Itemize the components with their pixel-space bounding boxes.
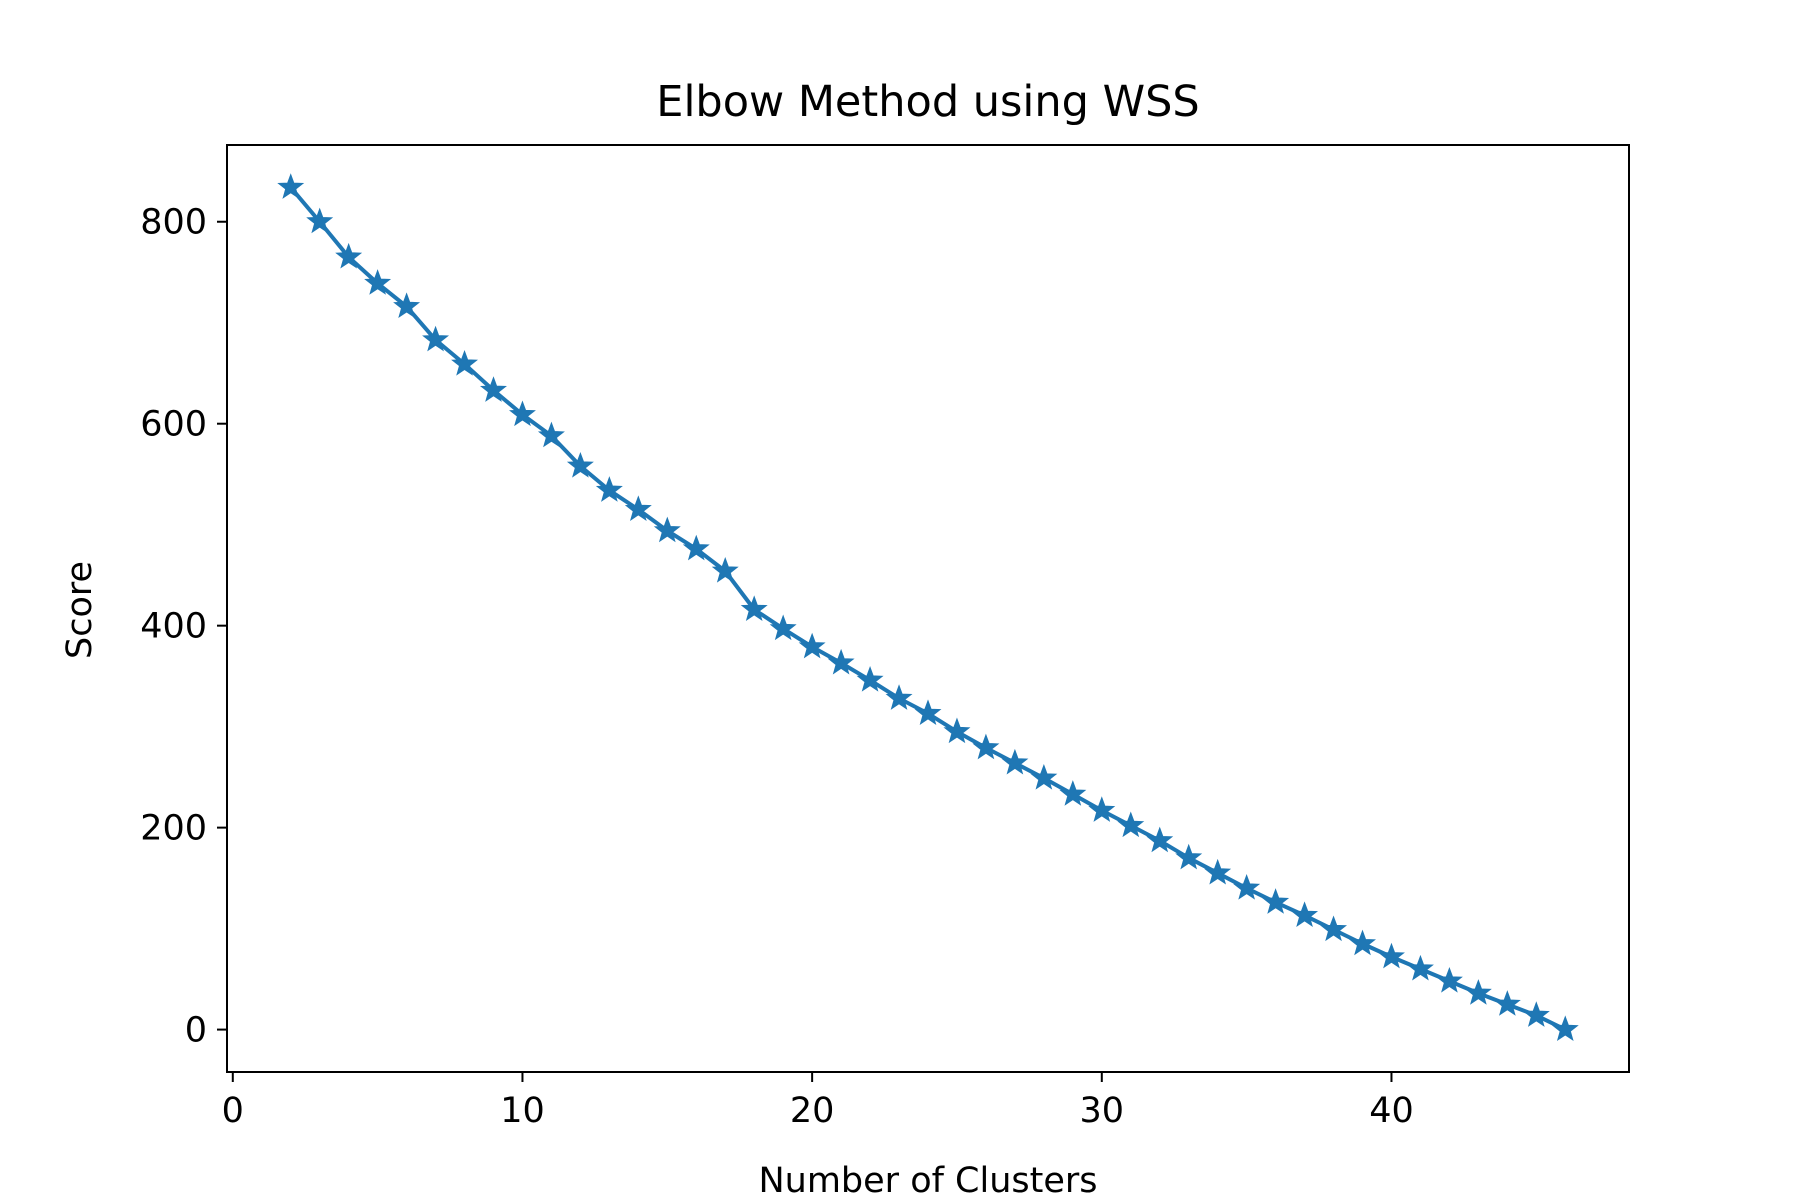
y-tick-label: 0 (185, 1011, 207, 1051)
x-tick-label: 40 (1369, 1091, 1414, 1131)
data-point (566, 451, 594, 478)
data-point (624, 495, 652, 522)
x-axis-label: Number of Clusters (758, 1161, 1097, 1200)
data-point (422, 325, 450, 352)
y-tick-label: 400 (140, 607, 207, 647)
data-point (914, 699, 942, 725)
data-point (1117, 811, 1145, 838)
data-point (1088, 796, 1116, 822)
data-point (798, 632, 826, 659)
data-point (1001, 748, 1029, 775)
data-point (856, 666, 884, 692)
plot-area (226, 144, 1630, 1073)
y-tick-label: 800 (140, 203, 207, 243)
data-point (1204, 858, 1232, 885)
data-point (335, 242, 363, 269)
data-point (1146, 826, 1174, 853)
data-point (885, 684, 913, 710)
data-point (480, 376, 507, 402)
data-point (508, 400, 536, 427)
y-tick-label: 200 (140, 809, 207, 849)
x-tick-label: 10 (500, 1091, 545, 1131)
data-point (1233, 874, 1261, 900)
data-point (306, 207, 334, 234)
data-point (1059, 780, 1087, 806)
data-point (1406, 954, 1434, 981)
data-point (1378, 942, 1405, 969)
data-point (1493, 990, 1521, 1016)
data-point (1320, 915, 1348, 942)
data-point (1464, 979, 1492, 1005)
data-point (653, 516, 681, 543)
y-axis: 0 200 400 600 800 (140, 203, 227, 1051)
chart-title: Elbow Method using WSS (656, 77, 1199, 127)
data-point (1551, 1015, 1579, 1042)
y-axis-label: Score (60, 561, 100, 659)
series-line (288, 185, 1568, 1032)
data-point (1522, 1001, 1550, 1027)
data-point (827, 648, 855, 675)
data-point (1349, 929, 1376, 956)
x-tick-label: 0 (222, 1091, 244, 1131)
series-layer (277, 173, 1579, 1042)
data-point (1291, 901, 1319, 927)
x-tick-label: 20 (790, 1091, 835, 1131)
data-point (972, 733, 1000, 760)
y-tick-label: 600 (140, 405, 207, 445)
data-point (1175, 843, 1203, 870)
x-tick-label: 30 (1080, 1091, 1125, 1131)
data-point (393, 292, 421, 319)
x-axis: 0 10 20 30 40 (222, 1072, 1414, 1131)
data-point (711, 556, 739, 583)
data-point (451, 349, 478, 376)
data-point (595, 476, 623, 502)
data-point (537, 421, 565, 448)
data-point (1030, 763, 1058, 790)
data-point (364, 269, 392, 295)
data-point (1262, 888, 1290, 914)
data-point (769, 614, 797, 641)
data-point (740, 595, 768, 621)
data-point (277, 173, 305, 199)
data-point (943, 717, 971, 744)
data-point (1435, 966, 1463, 993)
data-point (682, 534, 710, 561)
